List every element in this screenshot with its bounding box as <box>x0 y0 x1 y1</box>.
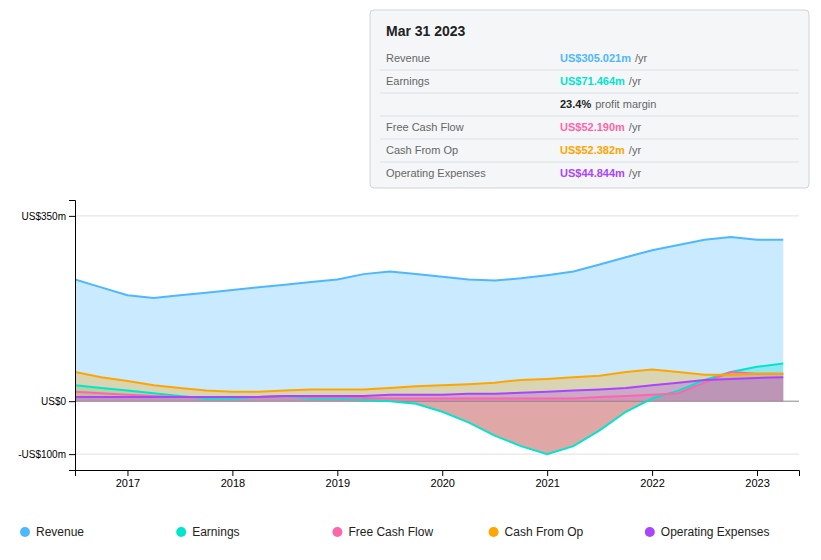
chart: Mar 31 2023 Revenue US$305.021m/yr Earnings… <box>0 0 821 560</box>
x-axis: 2017 2018 2019 2020 2021 2022 2023 <box>76 470 800 489</box>
tick: 2018 <box>221 470 245 489</box>
annotation-label: Free Cash Flow <box>386 121 464 133</box>
tick-mark <box>127 470 128 476</box>
annotation-value: US$52.382m <box>560 144 625 156</box>
tick-mark <box>547 470 548 476</box>
legend-label: Free Cash Flow <box>348 525 433 539</box>
axis-domain <box>76 471 800 477</box>
legend-swatch <box>489 527 499 537</box>
tick: 2017 <box>116 470 140 489</box>
legend-swatch <box>176 527 186 537</box>
tick: 2019 <box>326 470 350 489</box>
tick-label: 2022 <box>640 477 664 489</box>
tick: 2021 <box>535 470 559 489</box>
lines <box>75 237 783 454</box>
title: Mar 31 2023 <box>386 23 466 39</box>
legend-label: Revenue <box>36 525 84 539</box>
tick-label: 2020 <box>431 477 455 489</box>
info-box-background <box>370 10 809 188</box>
grid-line <box>75 454 799 455</box>
tick-label: -US$100m <box>18 449 66 460</box>
y-axis: US$350m US$0 -US$100m <box>18 201 75 471</box>
annotation-suffix: /yr <box>629 144 642 156</box>
area-negative <box>75 401 783 454</box>
tick-label: 2018 <box>221 477 245 489</box>
annotation-suffix: /yr <box>635 52 648 64</box>
tick-mark <box>69 454 75 455</box>
info-box: Mar 31 2023 Revenue US$305.021m/yr Earnings… <box>370 10 809 188</box>
tick-mark <box>69 401 75 402</box>
area <box>75 364 783 402</box>
tick-mark <box>757 470 758 476</box>
row-separator <box>380 116 799 117</box>
annotation-suffix: /yr <box>629 167 642 179</box>
tick-label: 2017 <box>116 477 140 489</box>
annotation-label: Earnings <box>386 75 430 87</box>
tick: 2020 <box>431 470 455 489</box>
tick-label: 2021 <box>535 477 559 489</box>
row-separator <box>380 139 799 140</box>
line <box>75 364 783 455</box>
plot-area <box>75 237 783 454</box>
legend-label: Cash From Op <box>505 525 584 539</box>
annotation-label: Cash From Op <box>386 144 458 156</box>
row-separator <box>380 70 799 71</box>
tick: US$0 <box>41 396 75 407</box>
legend-label: Earnings <box>192 525 239 539</box>
tick-label: 2019 <box>326 477 350 489</box>
areas-positive <box>75 237 783 401</box>
annotation-value: US$71.464m <box>560 75 625 87</box>
annotation-value: US$305.021m <box>560 52 631 64</box>
line <box>75 369 783 391</box>
row-separator <box>380 162 799 163</box>
line <box>75 237 783 298</box>
tick-label: US$350m <box>22 211 66 222</box>
legend-label: Operating Expenses <box>661 525 770 539</box>
tick-mark <box>232 470 233 476</box>
legend: Revenue Earnings Free Cash Flow Cash From O… <box>20 525 770 539</box>
tick: US$350m <box>22 211 75 222</box>
line <box>75 377 783 397</box>
tick-label: US$0 <box>41 396 66 407</box>
grid-line <box>75 215 799 216</box>
tick: 2022 <box>640 470 664 489</box>
row-separator <box>380 93 799 94</box>
legend-swatch <box>20 527 30 537</box>
area <box>75 237 783 401</box>
annotation-suffix: profit margin <box>595 98 656 110</box>
annotation-value: US$52.190m <box>560 121 625 133</box>
tick-mark <box>69 216 75 217</box>
legend-swatch <box>332 527 342 537</box>
annotation-suffix: /yr <box>629 121 642 133</box>
grid <box>75 216 799 454</box>
annotation-value: US$44.844m <box>560 167 625 179</box>
tick: -US$100m <box>18 449 75 460</box>
annotation-value: 23.4% <box>560 98 591 110</box>
tick-mark <box>337 470 338 476</box>
tick-mark <box>442 470 443 476</box>
annotation-suffix: /yr <box>629 75 642 87</box>
areas-negative <box>75 401 783 454</box>
annotation-label: Revenue <box>386 52 430 64</box>
tick: 2023 <box>745 470 769 489</box>
area <box>75 369 783 401</box>
legend-swatch <box>645 527 655 537</box>
annotation-label: Operating Expenses <box>386 167 486 179</box>
axis-domain <box>69 201 76 471</box>
tick-label: 2023 <box>745 477 769 489</box>
tick-mark <box>652 470 653 476</box>
